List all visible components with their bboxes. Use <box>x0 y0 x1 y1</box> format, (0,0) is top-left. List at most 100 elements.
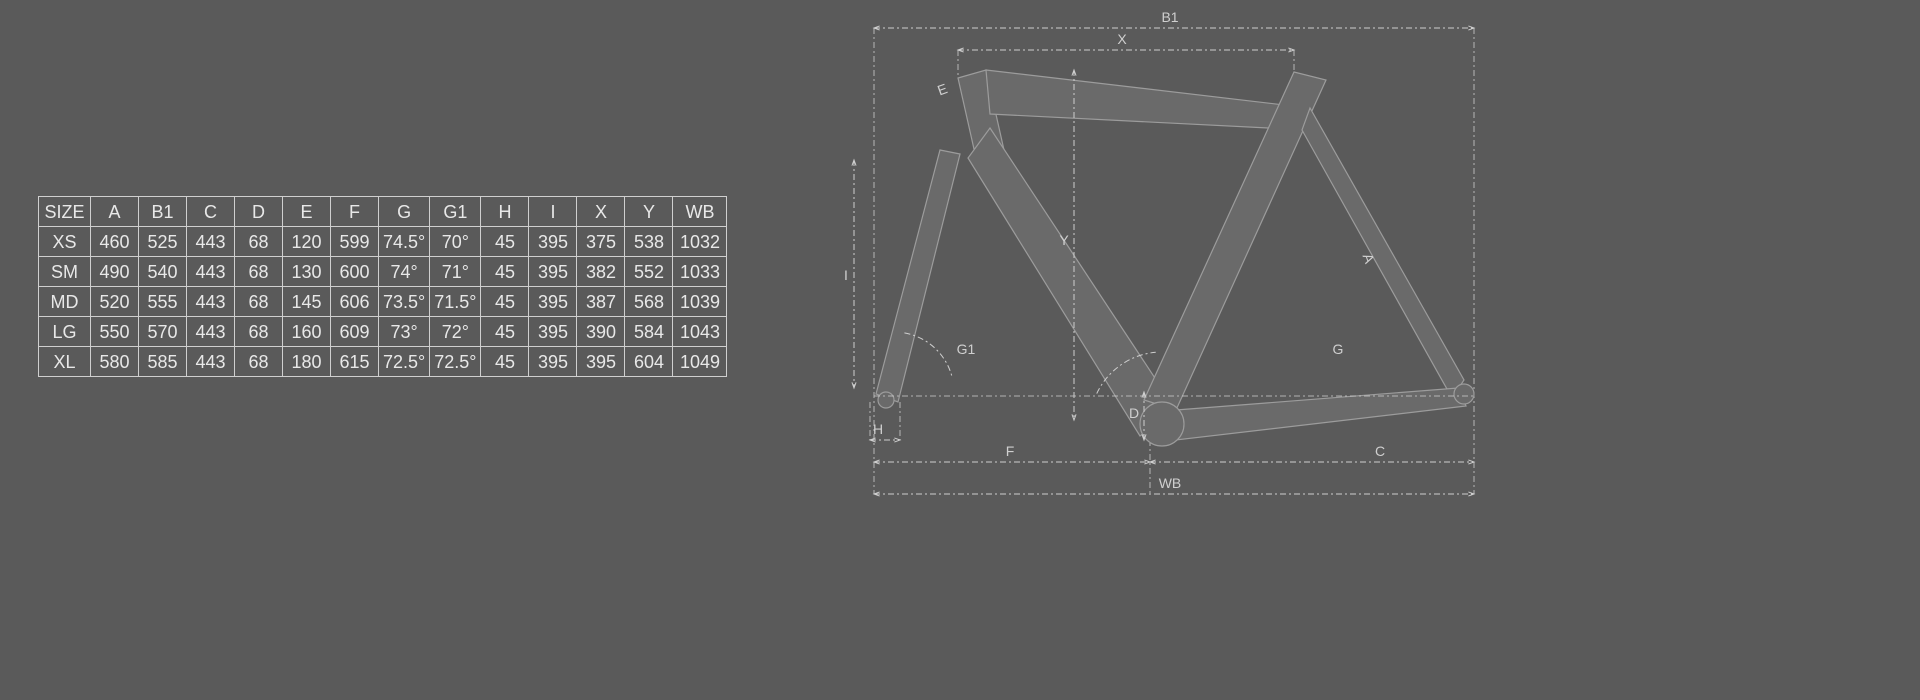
cell-f: 615 <box>331 347 379 377</box>
frame-bb <box>1140 402 1184 446</box>
cell-e: 160 <box>283 317 331 347</box>
cell-c: 443 <box>187 287 235 317</box>
geometry-table: SIZEAB1CDEFGG1HIXYWB XS46052544368120599… <box>38 196 727 377</box>
cell-a: 460 <box>91 227 139 257</box>
dim-label-C: C <box>1375 443 1385 459</box>
cell-e: 180 <box>283 347 331 377</box>
cell-e: 120 <box>283 227 331 257</box>
cell-size: MD <box>39 287 91 317</box>
col-header-size: SIZE <box>39 197 91 227</box>
dim-label-X: X <box>1117 31 1127 47</box>
cell-c: 443 <box>187 227 235 257</box>
cell-e: 130 <box>283 257 331 287</box>
cell-b1: 585 <box>139 347 187 377</box>
col-header-y: Y <box>625 197 673 227</box>
dim-label-G: G <box>1333 341 1344 357</box>
col-header-a: A <box>91 197 139 227</box>
cell-x: 387 <box>577 287 625 317</box>
cell-a: 580 <box>91 347 139 377</box>
cell-g1: 72.5° <box>430 347 481 377</box>
cell-y: 604 <box>625 347 673 377</box>
cell-i: 395 <box>529 257 577 287</box>
table-row: SM4905404436813060074°71°453953825521033 <box>39 257 727 287</box>
col-header-g1: G1 <box>430 197 481 227</box>
frame-geometry-diagram: B1XWBFCYDIEAG1GH <box>840 0 1520 520</box>
dim-label-WB: WB <box>1159 475 1182 491</box>
cell-f: 599 <box>331 227 379 257</box>
cell-i: 395 <box>529 287 577 317</box>
cell-i: 395 <box>529 317 577 347</box>
cell-g: 72.5° <box>379 347 430 377</box>
col-header-g: G <box>379 197 430 227</box>
cell-x: 382 <box>577 257 625 287</box>
cell-h: 45 <box>481 257 529 287</box>
col-header-e: E <box>283 197 331 227</box>
table-row: XL5805854436818061572.5°72.5°45395395604… <box>39 347 727 377</box>
cell-h: 45 <box>481 287 529 317</box>
cell-c: 443 <box>187 347 235 377</box>
cell-b1: 555 <box>139 287 187 317</box>
cell-size: XS <box>39 227 91 257</box>
cell-wb: 1033 <box>673 257 727 287</box>
frame-rear-dropout <box>1454 384 1474 404</box>
cell-c: 443 <box>187 257 235 287</box>
cell-b1: 570 <box>139 317 187 347</box>
frame-front-dropout <box>878 392 894 408</box>
cell-wb: 1032 <box>673 227 727 257</box>
dim-label-I: I <box>844 267 848 283</box>
dim-label-Y: Y <box>1059 232 1069 248</box>
frame-top_tube <box>986 70 1310 130</box>
col-header-d: D <box>235 197 283 227</box>
cell-size: LG <box>39 317 91 347</box>
dim-label-H: H <box>873 421 883 437</box>
cell-b1: 525 <box>139 227 187 257</box>
frame-seat_stay <box>1302 108 1464 398</box>
cell-g1: 71° <box>430 257 481 287</box>
cell-f: 600 <box>331 257 379 287</box>
cell-x: 375 <box>577 227 625 257</box>
cell-x: 395 <box>577 347 625 377</box>
cell-c: 443 <box>187 317 235 347</box>
dim-label-A: A <box>1360 251 1378 266</box>
cell-g1: 72° <box>430 317 481 347</box>
cell-h: 45 <box>481 347 529 377</box>
cell-a: 490 <box>91 257 139 287</box>
frame-fork_left <box>876 150 960 402</box>
cell-f: 606 <box>331 287 379 317</box>
col-header-h: H <box>481 197 529 227</box>
cell-y: 568 <box>625 287 673 317</box>
col-header-i: I <box>529 197 577 227</box>
cell-wb: 1049 <box>673 347 727 377</box>
cell-size: XL <box>39 347 91 377</box>
cell-y: 538 <box>625 227 673 257</box>
cell-f: 609 <box>331 317 379 347</box>
cell-a: 550 <box>91 317 139 347</box>
cell-g: 73.5° <box>379 287 430 317</box>
cell-g: 74° <box>379 257 430 287</box>
dim-label-F: F <box>1006 443 1015 459</box>
col-header-wb: WB <box>673 197 727 227</box>
cell-wb: 1043 <box>673 317 727 347</box>
cell-g: 74.5° <box>379 227 430 257</box>
cell-g: 73° <box>379 317 430 347</box>
col-header-b1: B1 <box>139 197 187 227</box>
frame-down_tube <box>968 128 1176 436</box>
cell-y: 552 <box>625 257 673 287</box>
cell-h: 45 <box>481 227 529 257</box>
col-header-c: C <box>187 197 235 227</box>
cell-size: SM <box>39 257 91 287</box>
cell-wb: 1039 <box>673 287 727 317</box>
table-row: MD5205554436814560673.5°71.5°45395387568… <box>39 287 727 317</box>
cell-b1: 540 <box>139 257 187 287</box>
dim-label-B1: B1 <box>1161 9 1178 25</box>
cell-d: 68 <box>235 227 283 257</box>
dim-label-E: E <box>935 80 949 98</box>
cell-i: 395 <box>529 347 577 377</box>
dim-label-G1: G1 <box>957 341 976 357</box>
cell-h: 45 <box>481 317 529 347</box>
cell-g1: 71.5° <box>430 287 481 317</box>
cell-x: 390 <box>577 317 625 347</box>
cell-d: 68 <box>235 287 283 317</box>
table-row: XS4605254436812059974.5°70°4539537553810… <box>39 227 727 257</box>
cell-e: 145 <box>283 287 331 317</box>
